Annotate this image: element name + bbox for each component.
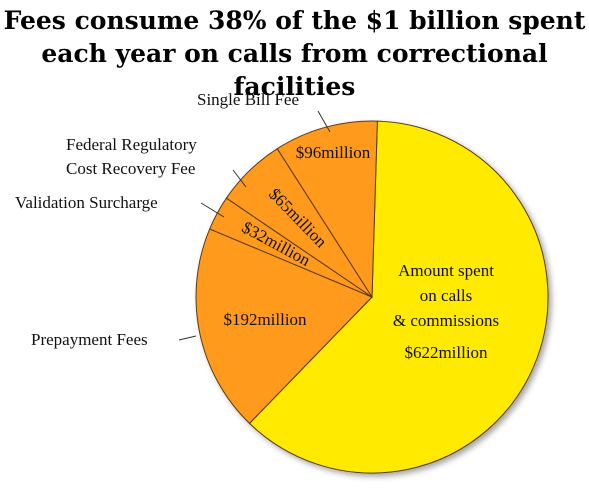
external-label-federal-line-1: Federal Regulatory	[66, 135, 197, 154]
slice-value-label-0: $622million	[404, 343, 488, 362]
external-label-single-bill-fee: Single Bill Fee	[197, 90, 299, 109]
external-label-prepayment-fees: Prepayment Fees	[31, 330, 148, 349]
chart-title: Fees consume 38% of the $1 billion spent…	[0, 4, 589, 103]
leader-line-federal-fee	[232, 169, 247, 188]
external-label-validation-surcharge: Validation Surcharge	[15, 193, 158, 212]
main-slice-text-line-2: on calls	[420, 286, 472, 305]
slice-value-label-1: $192million	[223, 310, 307, 329]
pie-slice-4	[276, 120, 378, 299]
main-slice-text-line-3: & commissions	[393, 311, 499, 330]
leader-line-validation-surcharge	[200, 202, 225, 218]
leader-line-single-bill-fee	[317, 110, 331, 133]
slice-value-label-4: $96million	[296, 143, 371, 162]
main-slice-text-line-1: Amount spent	[398, 261, 494, 280]
leader-line-prepayment-fees	[178, 335, 197, 341]
external-label-federal-line-2: Cost Recovery Fee	[66, 159, 195, 178]
chart-title-line-2: each year on calls from correctional fac…	[41, 39, 548, 101]
chart-title-line-1: Fees consume 38% of the $1 billion spent	[3, 6, 586, 35]
pie-slice-1	[195, 228, 373, 425]
pie-slice-0	[248, 120, 549, 474]
